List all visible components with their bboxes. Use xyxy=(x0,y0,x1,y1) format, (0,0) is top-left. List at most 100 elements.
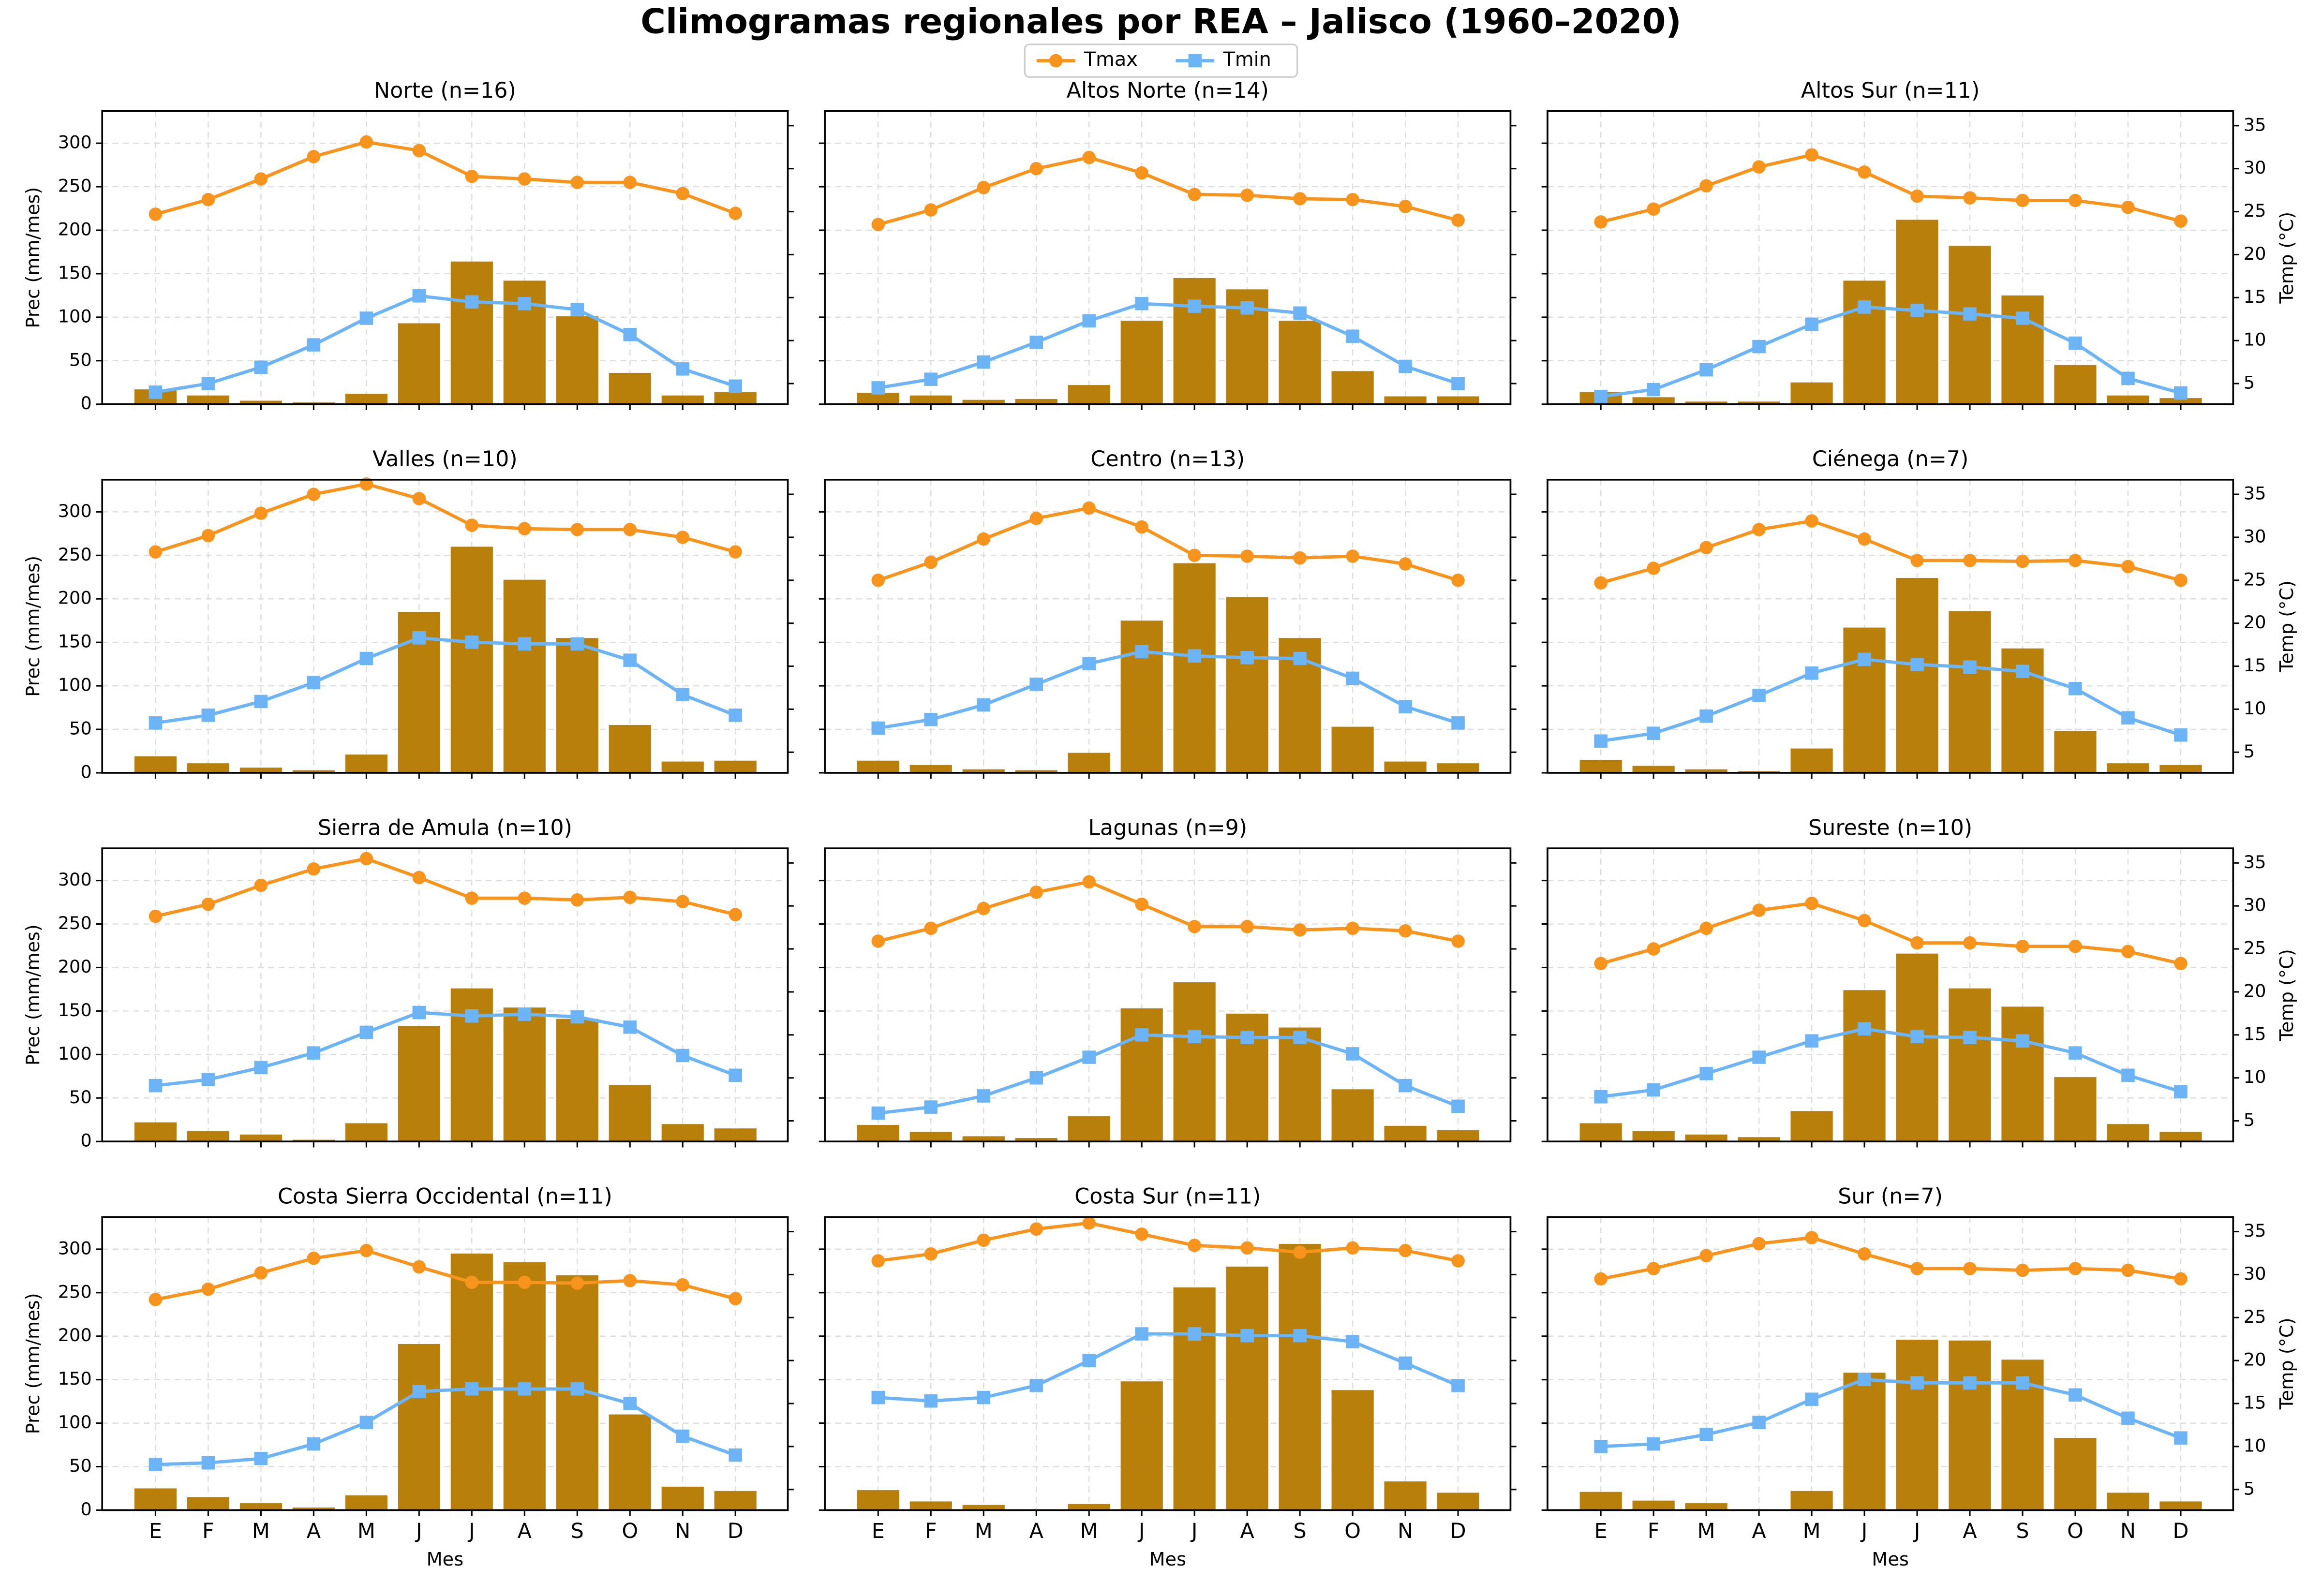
point xyxy=(2016,939,2029,953)
point xyxy=(570,176,584,189)
y2-axis-label: Temp (°C) xyxy=(2276,580,2298,673)
y-tick-label: 150 xyxy=(58,631,92,652)
point xyxy=(1647,562,1660,575)
point xyxy=(465,169,479,183)
bar xyxy=(1437,1130,1479,1142)
point xyxy=(518,1382,532,1396)
line xyxy=(878,1332,1459,1403)
bar xyxy=(909,395,952,404)
x-tick-label: D xyxy=(2173,1519,2188,1543)
bar xyxy=(1384,1125,1427,1142)
y-tick-label: 0 xyxy=(80,1499,91,1520)
bar xyxy=(609,1085,651,1142)
point xyxy=(149,207,163,221)
y-tick-label: 50 xyxy=(69,349,92,370)
point xyxy=(412,631,426,645)
point xyxy=(412,289,426,303)
bar xyxy=(2107,1124,2149,1142)
point xyxy=(1699,1428,1713,1441)
point xyxy=(623,890,637,904)
bar xyxy=(1120,1381,1163,1510)
x-axis-label: Mes xyxy=(1149,1549,1186,1570)
point xyxy=(1699,179,1713,193)
point xyxy=(2121,945,2135,959)
x-tick-label: M xyxy=(1697,1519,1715,1543)
point xyxy=(412,1385,426,1398)
x-tick-label: D xyxy=(1450,1519,1466,1543)
bar xyxy=(1738,1137,1780,1142)
bar xyxy=(1384,761,1427,773)
point xyxy=(1647,1437,1660,1451)
point xyxy=(1858,300,1871,314)
bar xyxy=(1279,1027,1321,1142)
bar xyxy=(503,1007,546,1142)
point xyxy=(1188,188,1201,201)
y-tick-label: 200 xyxy=(58,956,92,977)
bar xyxy=(398,1344,440,1510)
point xyxy=(1240,920,1254,933)
point xyxy=(1135,1327,1148,1341)
point xyxy=(977,532,991,546)
point xyxy=(359,1243,373,1257)
bar xyxy=(2107,395,2149,404)
point xyxy=(1963,1376,1977,1390)
point xyxy=(149,385,163,399)
x-tick-label: M xyxy=(252,1519,270,1543)
y-tick-label: 250 xyxy=(58,1281,92,1302)
bar xyxy=(1632,397,1675,404)
point xyxy=(307,1437,321,1451)
point xyxy=(2174,957,2188,971)
point xyxy=(676,1429,689,1443)
point xyxy=(518,296,532,310)
bar xyxy=(1331,371,1374,404)
point xyxy=(1346,1335,1359,1348)
y2-axis-label: Temp (°C) xyxy=(2276,212,2298,304)
bar xyxy=(1949,246,1991,404)
line xyxy=(155,1249,736,1301)
point xyxy=(1594,1440,1608,1453)
line xyxy=(1600,153,2181,224)
bar xyxy=(1843,990,1886,1142)
panel-title: Altos Sur (n=11) xyxy=(1801,78,1980,103)
point xyxy=(1805,514,1818,528)
point xyxy=(1135,1227,1148,1241)
point xyxy=(729,1292,742,1305)
legend-label: Tmin xyxy=(1223,48,1271,71)
bar xyxy=(2159,1132,2202,1142)
bar xyxy=(1384,1481,1427,1510)
point xyxy=(2121,711,2135,724)
point xyxy=(359,852,373,866)
panel-title: Costa Sur (n=11) xyxy=(1074,1184,1261,1209)
point xyxy=(871,381,885,395)
point xyxy=(1029,1222,1043,1236)
x-tick-label: O xyxy=(2067,1519,2084,1543)
panel-title: Costa Sierra Occidental (n=11) xyxy=(278,1184,612,1209)
y-tick-label: 300 xyxy=(58,132,92,153)
y2-tick-label: 15 xyxy=(2244,1392,2266,1413)
bar xyxy=(1331,1390,1374,1510)
point xyxy=(1346,329,1359,343)
point xyxy=(1647,942,1660,956)
bar xyxy=(398,1025,440,1142)
legend-marker xyxy=(1188,54,1202,68)
bar xyxy=(1632,766,1675,773)
x-tick-label: N xyxy=(675,1519,690,1543)
point xyxy=(1752,523,1766,536)
point xyxy=(1188,299,1201,313)
point xyxy=(1240,1241,1254,1255)
point xyxy=(1647,726,1660,740)
bar xyxy=(239,400,282,404)
point xyxy=(465,1275,479,1289)
plot-frame xyxy=(101,847,789,1143)
bar xyxy=(345,1123,387,1142)
bar xyxy=(1015,1138,1057,1142)
legend-marker xyxy=(1049,54,1063,68)
point xyxy=(924,1100,938,1114)
line xyxy=(155,140,736,216)
point xyxy=(1858,652,1871,666)
bar xyxy=(857,1490,899,1510)
point xyxy=(1451,1099,1465,1113)
y-tick-label: 250 xyxy=(58,544,92,565)
point xyxy=(1082,501,1096,515)
